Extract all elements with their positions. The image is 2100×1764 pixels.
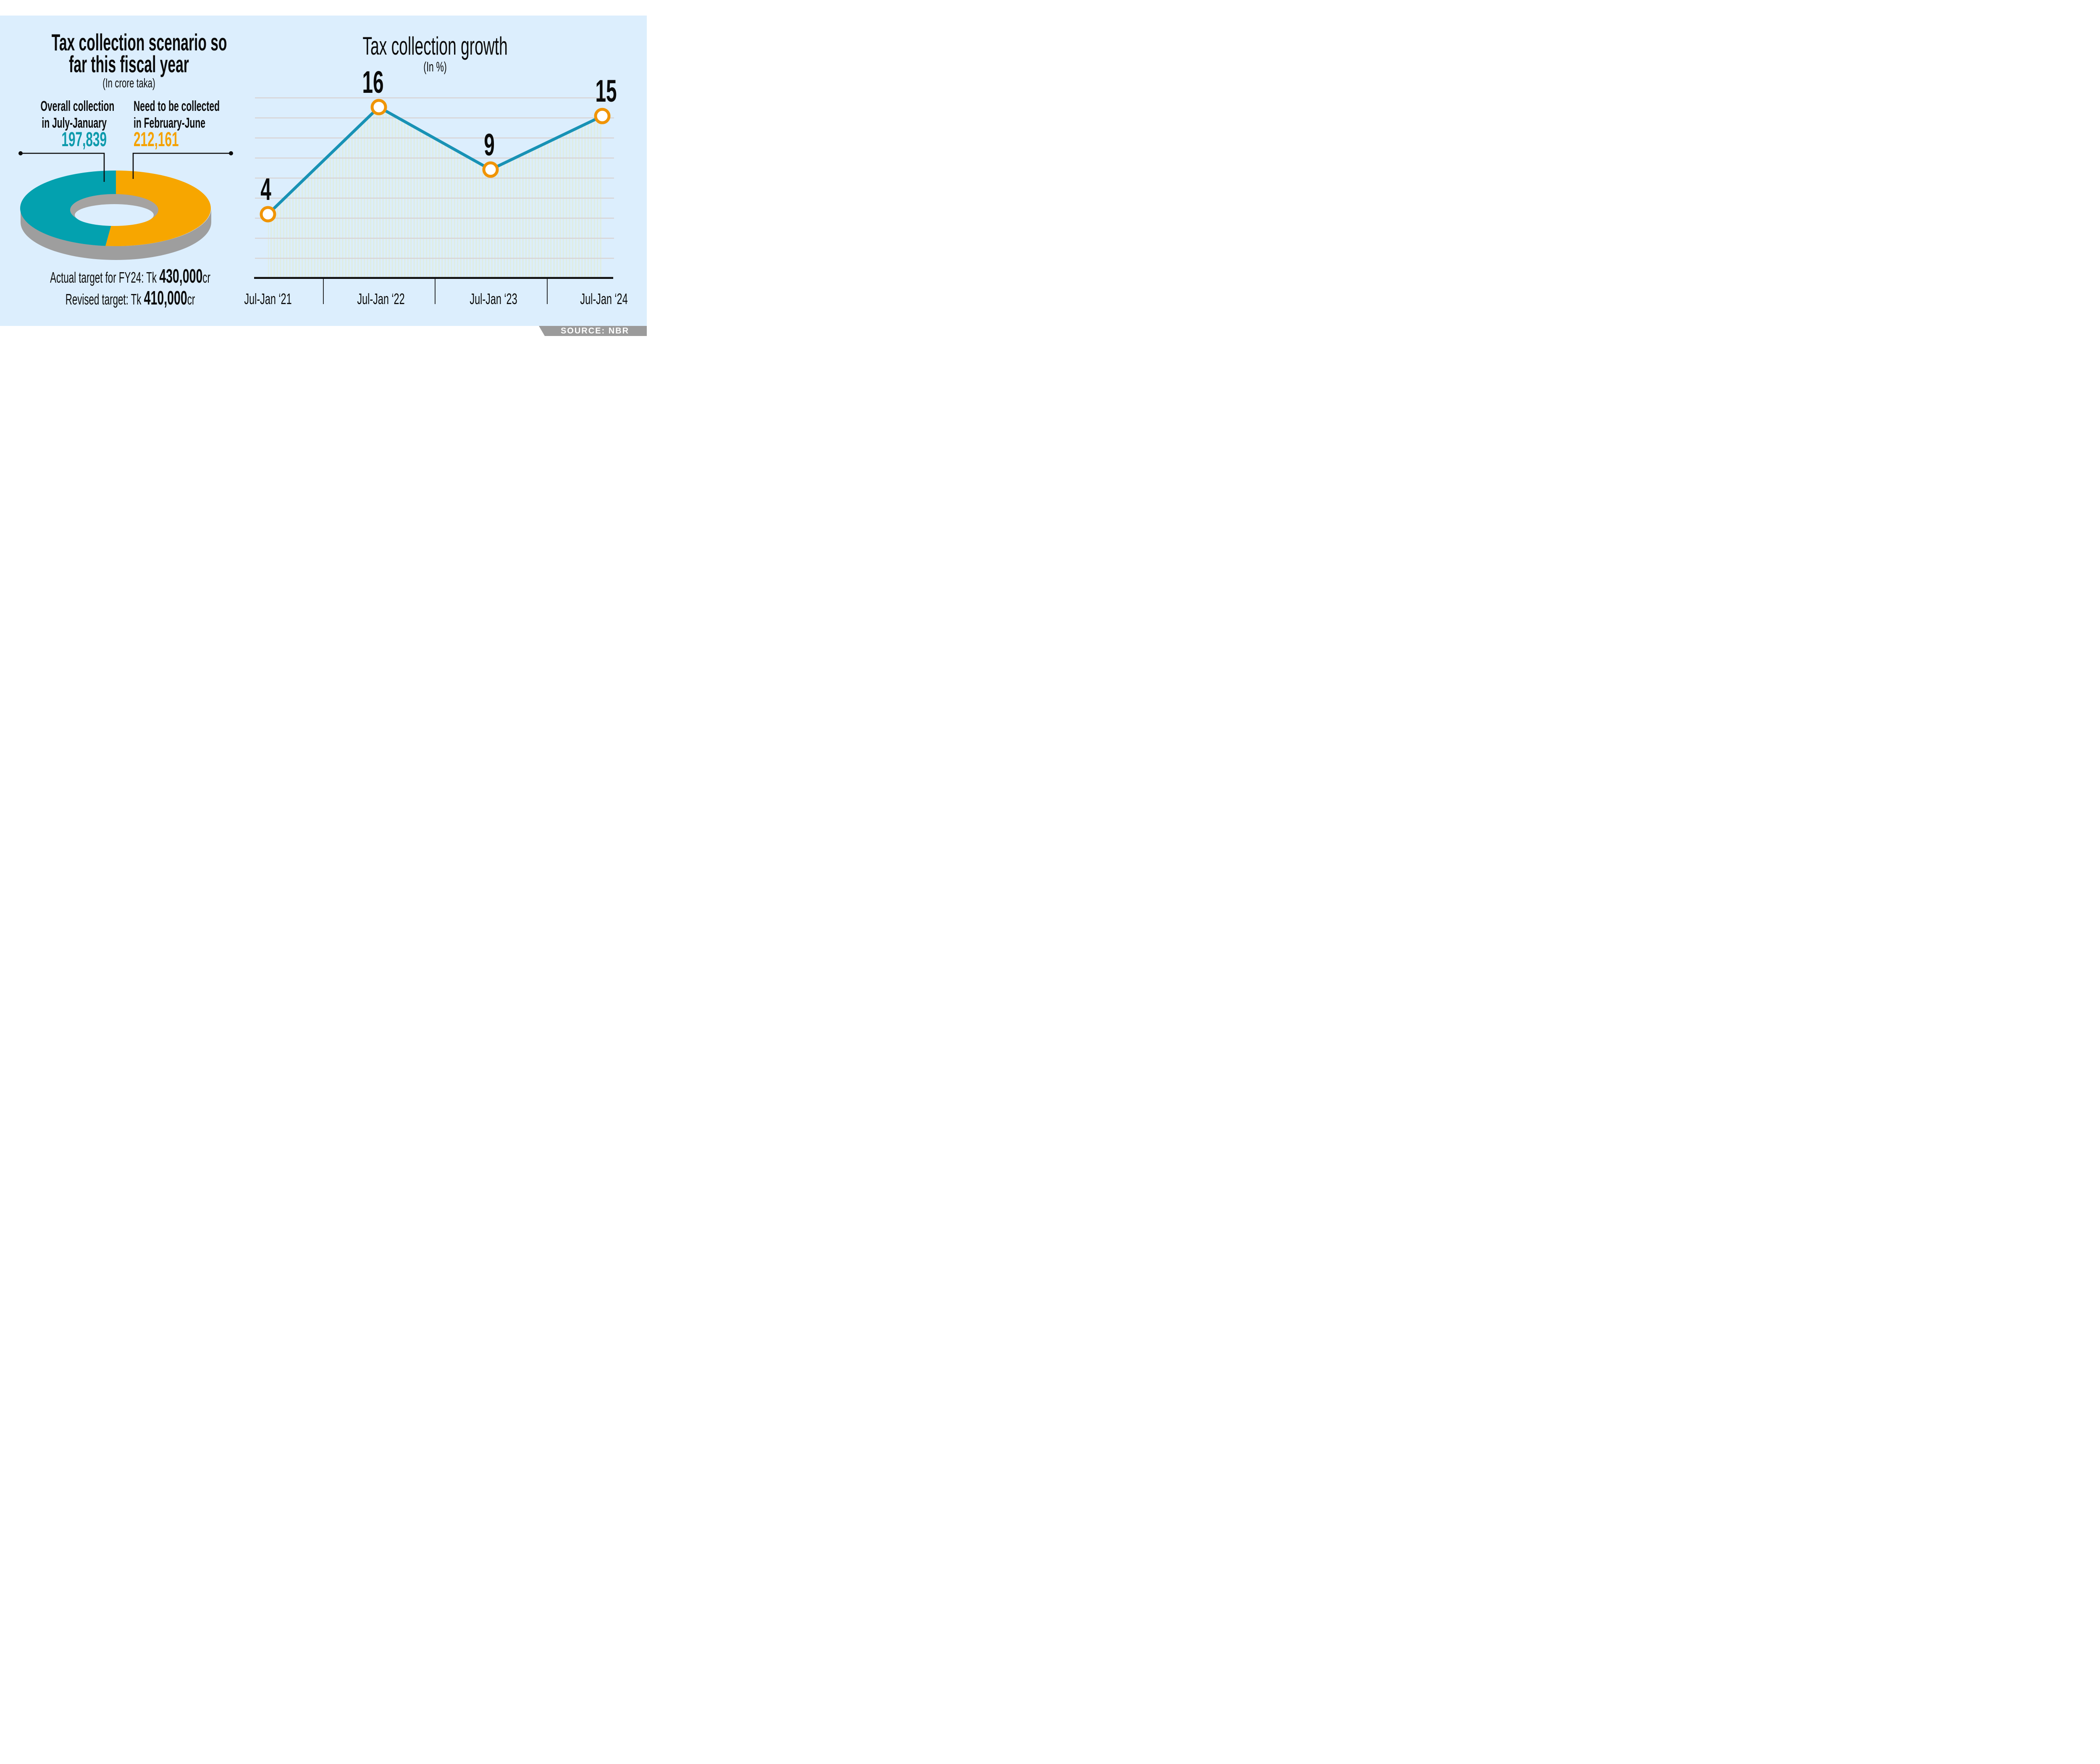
left-chart-title-line1: Tax collection scenario so — [51, 29, 227, 55]
left-chart-title: Tax collection scenario so far this fisc… — [0, 29, 258, 77]
donut-slice-needed — [105, 171, 211, 246]
infographic-page: Tax collection scenario so far this fisc… — [0, 0, 647, 353]
actual-target-note: Actual target for FY24: Tk 430,000cr — [0, 266, 260, 287]
x-axis-label: Jul-Jan ‘24 — [580, 290, 628, 307]
charts-canvas — [18, 97, 614, 304]
needed-label: Need to be collected in February-June — [134, 98, 272, 131]
left-chart-title-line2: far this fiscal year — [69, 51, 189, 77]
category-divider-tick — [547, 279, 548, 304]
data-point-marker — [482, 161, 499, 178]
needed-label-line1: Need to be collected — [134, 98, 220, 114]
revised-target-suffix: cr — [187, 291, 195, 308]
x-axis-label: Jul-Jan ‘21 — [244, 290, 292, 307]
category-divider-tick — [435, 279, 436, 304]
actual-target-value: 430,000 — [159, 265, 203, 287]
revised-target-value: 410,000 — [144, 287, 187, 309]
x-axis-label: Jul-Jan ‘23 — [470, 290, 517, 307]
leader-line-collected — [21, 152, 105, 182]
line-chart-area-fill — [268, 107, 602, 277]
data-point-marker — [260, 206, 276, 223]
collected-label: Overall collection in July-January — [0, 98, 115, 131]
leader-dot-collected — [18, 151, 23, 155]
needed-label-line2: in February-June — [134, 115, 206, 131]
revised-target-note: Revised target: Tk 410,000cr — [0, 288, 260, 309]
line-series — [266, 105, 604, 216]
data-point-value-label: 16 — [362, 65, 384, 100]
x-axis-label: Jul-Jan ‘22 — [357, 290, 405, 307]
leader-dot-needed — [229, 151, 233, 155]
donut-side — [21, 208, 211, 260]
category-divider-tick — [323, 279, 324, 304]
collected-label-line2: in July-January — [42, 115, 107, 131]
source-label: SOURCE: NBR — [560, 326, 630, 336]
donut-slice-collected — [20, 170, 116, 246]
source-ribbon: SOURCE: NBR — [539, 326, 647, 336]
collected-label-line1: Overall collection — [40, 98, 115, 114]
right-chart-subtitle: (In %) — [423, 59, 447, 74]
data-point-value-label: 4 — [260, 172, 271, 207]
donut-hole — [75, 204, 154, 226]
data-point-marker — [594, 108, 611, 124]
data-point-value-label: 15 — [595, 74, 617, 109]
revised-target-prefix: Revised target: Tk — [65, 291, 144, 308]
data-point-marker — [370, 99, 387, 116]
needed-value: 212,161 — [134, 129, 179, 151]
left-chart-subtitle: (In crore taka) — [102, 76, 155, 90]
data-point-value-label: 9 — [484, 127, 495, 162]
x-axis — [254, 277, 613, 279]
leader-line-needed — [132, 152, 231, 179]
collected-value: 197,839 — [61, 129, 107, 151]
right-chart-title: Tax collection growth — [362, 32, 508, 60]
actual-target-prefix: Actual target for FY24: Tk — [50, 269, 160, 286]
actual-target-suffix: cr — [202, 269, 210, 286]
